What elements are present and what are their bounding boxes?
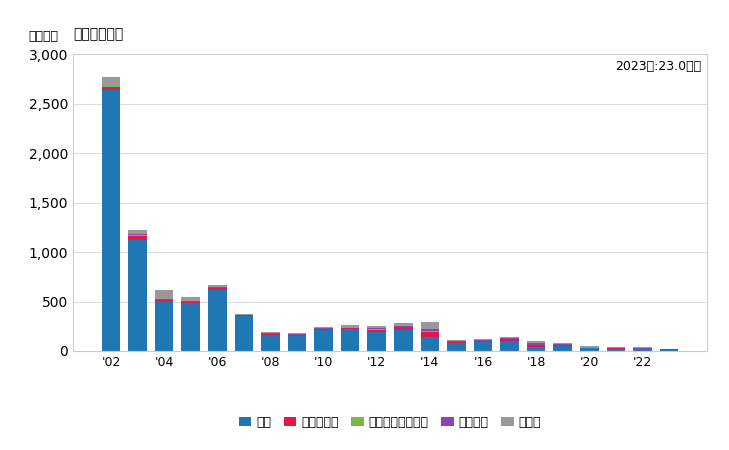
Bar	[341, 327, 359, 328]
Bar	[553, 346, 572, 351]
Bar	[341, 325, 359, 327]
Bar	[208, 287, 227, 288]
Bar	[261, 332, 280, 333]
Bar	[288, 334, 306, 335]
Bar	[208, 288, 227, 290]
Bar	[235, 315, 253, 316]
Bar	[367, 330, 386, 332]
Bar	[288, 335, 306, 336]
Bar	[633, 347, 652, 348]
Bar	[500, 341, 519, 351]
Bar	[394, 323, 413, 326]
Bar	[155, 298, 174, 300]
Bar	[314, 329, 333, 330]
Bar	[527, 345, 545, 347]
Bar	[500, 338, 519, 339]
Bar	[102, 87, 120, 90]
Bar	[421, 337, 439, 351]
Bar	[128, 240, 147, 351]
Bar	[261, 333, 280, 334]
Bar	[341, 328, 359, 329]
Bar	[527, 341, 545, 343]
Bar	[102, 90, 120, 351]
Bar	[421, 329, 439, 331]
Bar	[580, 347, 599, 348]
Bar	[208, 285, 227, 287]
Bar	[314, 330, 333, 351]
Bar	[102, 86, 120, 87]
Bar	[341, 329, 359, 351]
Bar	[155, 300, 174, 302]
Bar	[182, 301, 200, 302]
Bar	[155, 290, 174, 298]
Bar	[208, 290, 227, 351]
Legend: 中国, パキスタン, 南アフリカ凱和国, モンゴル, その他: 中国, パキスタン, 南アフリカ凱和国, モンゴル, その他	[234, 411, 546, 434]
Bar	[500, 337, 519, 338]
Bar	[447, 341, 466, 342]
Bar	[500, 339, 519, 341]
Bar	[235, 316, 253, 351]
Bar	[394, 326, 413, 327]
Bar	[288, 336, 306, 351]
Bar	[660, 350, 678, 351]
Bar	[421, 322, 439, 329]
Bar	[527, 347, 545, 351]
Bar	[474, 342, 492, 351]
Bar	[367, 329, 386, 330]
Bar	[182, 303, 200, 351]
Bar	[527, 343, 545, 345]
Bar	[235, 314, 253, 315]
Bar	[553, 345, 572, 346]
Bar	[128, 230, 147, 234]
Bar	[182, 302, 200, 303]
Bar	[261, 335, 280, 351]
Bar	[447, 343, 466, 351]
Bar	[367, 328, 386, 329]
Text: 輸入量の推移: 輸入量の推移	[73, 27, 123, 41]
Bar	[633, 349, 652, 351]
Bar	[367, 326, 386, 328]
Bar	[155, 302, 174, 351]
Text: 単位トン: 単位トン	[28, 30, 58, 43]
Bar	[474, 341, 492, 342]
Bar	[607, 349, 625, 351]
Bar	[102, 77, 120, 86]
Bar	[314, 328, 333, 329]
Bar	[421, 331, 439, 332]
Text: 2023年:23.0トン: 2023年:23.0トン	[615, 60, 701, 73]
Bar	[367, 332, 386, 351]
Bar	[580, 346, 599, 347]
Bar	[128, 236, 147, 240]
Bar	[128, 235, 147, 236]
Bar	[607, 347, 625, 348]
Bar	[474, 340, 492, 341]
Bar	[474, 339, 492, 340]
Bar	[394, 330, 413, 351]
Bar	[553, 343, 572, 344]
Bar	[394, 327, 413, 330]
Bar	[261, 334, 280, 335]
Bar	[421, 332, 439, 337]
Bar	[447, 342, 466, 343]
Bar	[553, 344, 572, 345]
Bar	[288, 333, 306, 334]
Bar	[580, 348, 599, 351]
Bar	[128, 234, 147, 235]
Bar	[447, 340, 466, 341]
Bar	[182, 297, 200, 301]
